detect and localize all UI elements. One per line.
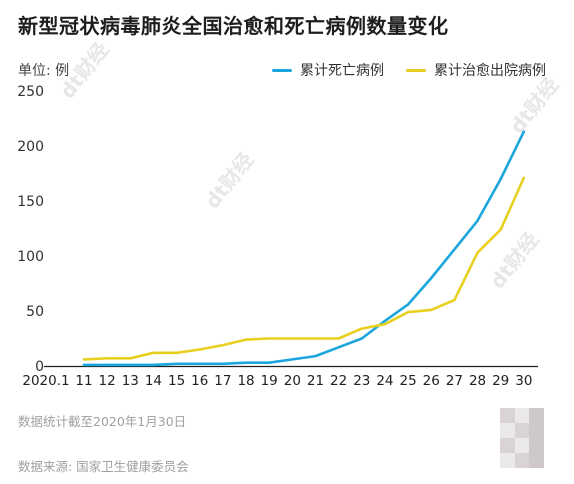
x-tick-label-13: 23	[353, 373, 370, 389]
x-tick-label-5: 15	[168, 373, 185, 389]
x-tick-label-4: 14	[145, 373, 162, 389]
watermark-0: dt财经	[55, 38, 113, 103]
x-tick-label-11: 21	[307, 373, 324, 389]
watermark-2: dt财经	[505, 73, 563, 138]
data-date-note: 数据统计截至2020年1月30日	[18, 414, 187, 429]
x-tick-label-3: 13	[122, 373, 139, 389]
x-tick-label-14: 24	[376, 373, 393, 389]
x-tick-label-9: 19	[261, 373, 278, 389]
x-tick-label-2: 12	[99, 373, 116, 389]
legend-item-recovered: 累计治愈出院病例	[406, 60, 546, 80]
mosaic-qr-placeholder	[500, 408, 544, 468]
x-tick-label-12: 22	[330, 373, 347, 389]
x-tick-label-1: 11	[75, 373, 92, 389]
x-tick-label-17: 27	[446, 373, 463, 389]
x-tick-label-10: 20	[284, 373, 301, 389]
legend-label-deaths: 累计死亡病例	[300, 63, 384, 79]
x-tick-label-19: 29	[492, 373, 509, 389]
x-tick-label-7: 17	[214, 373, 231, 389]
legend-swatch-deaths	[272, 68, 292, 72]
watermark-1: dt财经	[200, 148, 258, 213]
y-tick-label-0: 0	[35, 359, 44, 375]
y-tick-label-150: 150	[17, 194, 44, 210]
y-unit-label: 单位: 例	[18, 63, 70, 79]
x-tick-label-15: 25	[400, 373, 417, 389]
y-tick-label-100: 100	[17, 249, 44, 265]
legend-label-recovered: 累计治愈出院病例	[434, 63, 546, 79]
x-tick-label-0: 2020.1	[22, 373, 69, 389]
x-tick-label-16: 26	[423, 373, 440, 389]
data-source-note: 数据来源: 国家卫生健康委员会	[18, 459, 189, 474]
y-tick-label-50: 50	[26, 304, 44, 320]
series-line-deaths	[82, 130, 526, 367]
series-line-recovered	[82, 176, 526, 361]
x-tick-label-20: 30	[515, 373, 532, 389]
x-tick-label-18: 28	[469, 373, 486, 389]
y-tick-label-250: 250	[17, 84, 44, 100]
legend-item-deaths: 累计死亡病例	[272, 60, 384, 80]
legend-swatch-recovered	[406, 68, 426, 72]
legend: 累计死亡病例 累计治愈出院病例	[272, 60, 546, 80]
x-tick-label-6: 16	[191, 373, 208, 389]
chart-title: 新型冠状病毒肺炎全国治愈和死亡病例数量变化	[18, 14, 449, 38]
y-tick-label-200: 200	[17, 139, 44, 155]
x-tick-label-8: 18	[237, 373, 254, 389]
